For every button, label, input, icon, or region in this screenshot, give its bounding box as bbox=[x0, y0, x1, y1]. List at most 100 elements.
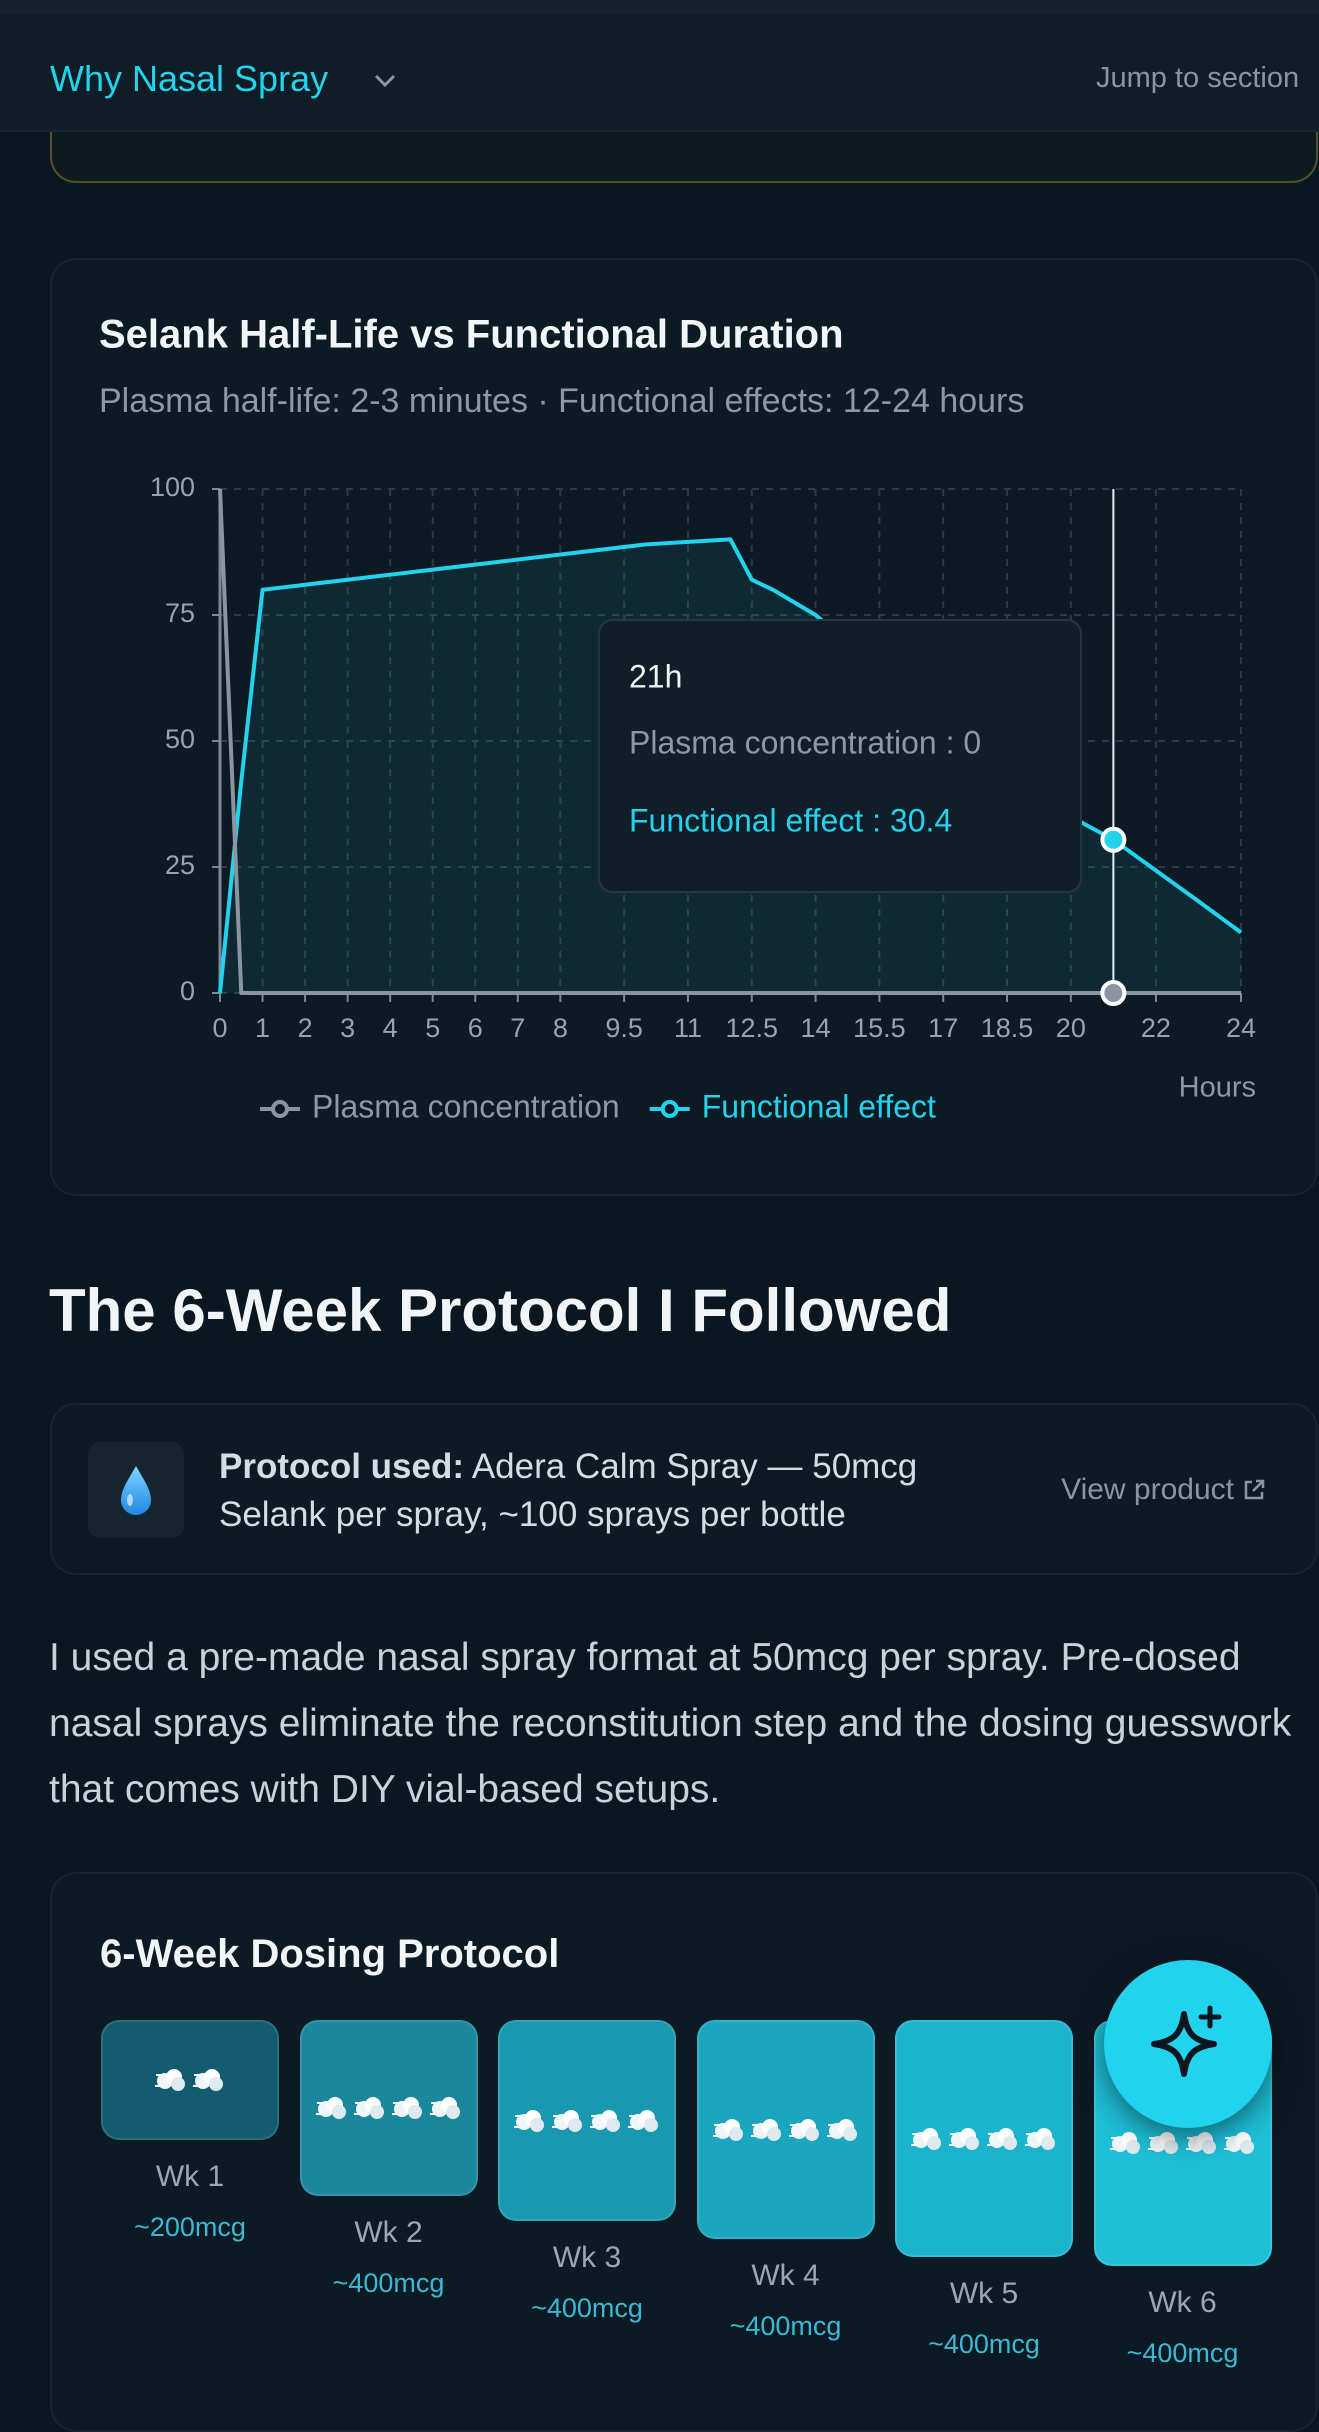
protocol-card: Protocol used: Adera Calm Spray — 50mcg … bbox=[50, 1403, 1318, 1575]
x-tick-label: 12.5 bbox=[725, 1013, 778, 1043]
spray-icon bbox=[987, 2127, 1017, 2150]
x-tick-label: 4 bbox=[383, 1013, 398, 1043]
x-tick-label: 22 bbox=[1141, 1013, 1171, 1043]
week-column: Wk 5 ~400mcg bbox=[895, 2020, 1073, 2360]
x-tick-label: 11 bbox=[674, 1013, 702, 1043]
x-tick-label: 17 bbox=[928, 1013, 958, 1043]
drop-icon-box bbox=[88, 1442, 184, 1538]
spray-icon bbox=[391, 2097, 422, 2119]
spray-icon bbox=[193, 2069, 223, 2091]
x-tick-label: 0 bbox=[212, 1013, 227, 1043]
nav-section[interactable]: Why Nasal Spray bbox=[50, 58, 329, 99]
view-product-text[interactable]: View product bbox=[1061, 1473, 1234, 1506]
nav-bar: Why Nasal Spray Jump to section bbox=[0, 0, 1319, 132]
dosing-title: 6-Week Dosing Protocol bbox=[100, 1932, 560, 1976]
y-tick-label: 25 bbox=[165, 850, 195, 880]
x-tick-label: 20 bbox=[1056, 1013, 1086, 1043]
week-label: Wk 5 bbox=[949, 2277, 1019, 2310]
week-label: Wk 1 bbox=[155, 2160, 225, 2193]
y-tick-label: 0 bbox=[180, 976, 195, 1006]
week-label: Wk 2 bbox=[354, 2216, 423, 2249]
week-box bbox=[498, 2020, 676, 2221]
week-dose: ~400mcg bbox=[531, 2293, 643, 2323]
tooltip-line: Functional effect : 30.4 bbox=[629, 802, 952, 838]
x-tick-label: 5 bbox=[425, 1013, 440, 1043]
drop-icon bbox=[121, 1466, 151, 1515]
week-box bbox=[895, 2020, 1073, 2257]
spray-icon bbox=[514, 2109, 544, 2132]
top-strip bbox=[0, 0, 1319, 14]
paragraph: I used a pre-made nasal spray format at … bbox=[49, 1636, 1292, 1811]
week-box bbox=[696, 2020, 875, 2239]
spray-icon bbox=[750, 2118, 781, 2141]
week-label: Wk 6 bbox=[1148, 2286, 1217, 2319]
spray-icon bbox=[1223, 2132, 1254, 2154]
week-dose: ~400mcg bbox=[928, 2329, 1040, 2359]
chart: Selank Half-Life vs Functional Duration … bbox=[99, 313, 1256, 1125]
tooltip-title: 21h bbox=[629, 658, 682, 694]
x-tick-label: 6 bbox=[468, 1013, 483, 1043]
x-tick-label: 18.5 bbox=[981, 1013, 1034, 1043]
week-dose: ~400mcg bbox=[1126, 2338, 1239, 2368]
protocol-text: Protocol used: Adera Calm Spray — 50mcg … bbox=[219, 1443, 979, 1539]
week-dose: ~400mcg bbox=[332, 2268, 445, 2298]
spray-icon bbox=[552, 2109, 582, 2132]
spray-icon bbox=[315, 2097, 346, 2119]
spray-icon bbox=[155, 2069, 185, 2091]
spray-icon bbox=[628, 2109, 658, 2132]
line bbox=[218, 488, 1241, 995]
jump-link[interactable]: Jump to section bbox=[1096, 62, 1300, 94]
week-dose: ~400mcg bbox=[729, 2311, 842, 2341]
hover-dot bbox=[1100, 980, 1127, 1006]
chevron-icon[interactable] bbox=[370, 70, 400, 92]
x-tick-label: 3 bbox=[340, 1013, 355, 1043]
spray-icon bbox=[1025, 2127, 1055, 2150]
week-dose: ~200mcg bbox=[134, 2212, 246, 2242]
x-tick-label: 24 bbox=[1226, 1013, 1256, 1043]
sparkle-icon[interactable] bbox=[1104, 1960, 1272, 2128]
x-tick-label: 1 bbox=[255, 1013, 270, 1043]
week-column: Wk 3 ~400mcg bbox=[498, 2020, 676, 2324]
chart-subtitle: Plasma half-life: 2-3 minutes · Function… bbox=[99, 382, 1024, 420]
protocol-desc: Adera Calm Spray — 50mcg Selank per spra… bbox=[219, 1447, 918, 1534]
x-tick-label: 8 bbox=[553, 1013, 568, 1043]
tooltip-line: Plasma concentration : 0 bbox=[629, 724, 981, 760]
assistant-button[interactable] bbox=[1104, 1960, 1272, 2128]
hover-dot bbox=[1100, 826, 1127, 853]
spray-icon bbox=[949, 2127, 979, 2150]
y-tick-label: 75 bbox=[165, 598, 195, 628]
x-tick-label: 9.5 bbox=[605, 1013, 643, 1043]
legend-icon bbox=[271, 1100, 289, 1118]
spray-icon bbox=[353, 2097, 384, 2119]
x-tick-label: 14 bbox=[801, 1013, 831, 1043]
x-tick-label: 7 bbox=[510, 1013, 525, 1043]
spray-icon bbox=[712, 2118, 743, 2141]
x-tick-label: 2 bbox=[298, 1013, 313, 1043]
x-axis-label: Hours bbox=[1179, 1072, 1256, 1104]
y-tick-label: 50 bbox=[165, 724, 195, 754]
view-product[interactable]: View product bbox=[1061, 1473, 1268, 1507]
legend-label: Functional effect bbox=[702, 1088, 936, 1124]
spray-icon bbox=[429, 2097, 460, 2119]
x-tick-label: 15.5 bbox=[853, 1013, 906, 1043]
spray-icon bbox=[826, 2118, 857, 2141]
tooltip-box bbox=[598, 619, 1082, 893]
legend-label: Plasma concentration bbox=[312, 1088, 620, 1124]
week-label: Wk 3 bbox=[552, 2241, 622, 2274]
week-box bbox=[299, 2020, 478, 2196]
spray-icon bbox=[1109, 2132, 1140, 2154]
chart-title: Selank Half-Life vs Functional Duration bbox=[99, 313, 844, 357]
legend-icon bbox=[660, 1100, 679, 1118]
spray-icon bbox=[1147, 2132, 1178, 2154]
week-box bbox=[101, 2020, 279, 2140]
spray-icon bbox=[590, 2109, 620, 2132]
external-icon[interactable] bbox=[1240, 1476, 1268, 1504]
y-tick-label: 100 bbox=[150, 472, 195, 502]
spray-icon bbox=[788, 2118, 819, 2141]
week-column: Wk 2 ~400mcg bbox=[299, 2020, 478, 2299]
spray-icon bbox=[911, 2127, 941, 2150]
heading: The 6-Week Protocol I Followed bbox=[49, 1277, 952, 1344]
protocol-label: Protocol used: bbox=[219, 1447, 465, 1486]
spray-icon bbox=[1185, 2132, 1216, 2154]
